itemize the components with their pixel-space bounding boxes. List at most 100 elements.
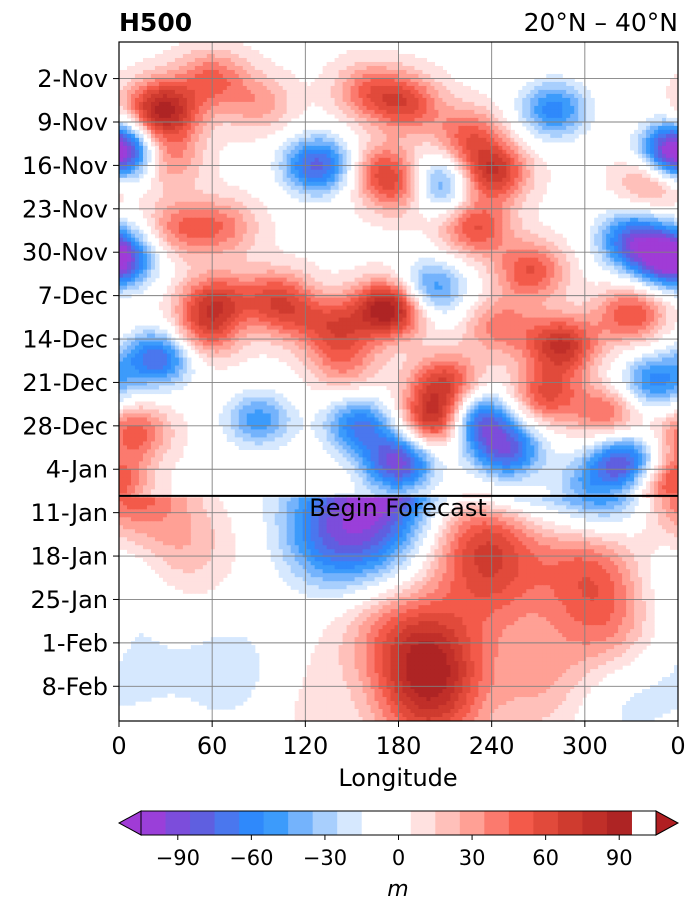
field-cell xyxy=(574,113,579,119)
field-cell xyxy=(406,73,412,79)
field-cell xyxy=(526,181,531,187)
field-cell xyxy=(166,141,172,147)
field-cell xyxy=(438,65,444,71)
field-cell xyxy=(486,145,491,151)
field-cell xyxy=(462,205,467,211)
field-cell xyxy=(502,209,507,215)
field-cell xyxy=(194,137,200,143)
field-cell xyxy=(254,49,260,55)
field-cell xyxy=(466,189,471,195)
field-cell xyxy=(278,181,284,187)
field-cell xyxy=(386,113,392,119)
field-cell xyxy=(142,193,148,199)
field-cell xyxy=(570,129,575,135)
field-cell xyxy=(158,225,164,231)
field-cell xyxy=(638,233,643,239)
field-cell xyxy=(214,57,220,63)
field-cell xyxy=(502,189,507,195)
field-cell xyxy=(214,93,220,99)
field-cell xyxy=(394,53,400,59)
field-cell xyxy=(438,145,444,151)
field-cell xyxy=(598,213,603,219)
field-cell xyxy=(338,81,344,87)
field-cell xyxy=(126,113,132,119)
field-cell xyxy=(166,81,172,87)
field-cell xyxy=(338,109,344,115)
field-cell xyxy=(662,113,667,119)
field-cell xyxy=(398,141,404,147)
field-cell xyxy=(286,69,292,75)
field-cell xyxy=(390,161,396,167)
field-cell xyxy=(234,45,240,51)
field-cell xyxy=(330,89,336,95)
field-cell xyxy=(462,229,467,235)
field-cell xyxy=(610,209,615,215)
field-cell xyxy=(202,97,208,103)
field-cell xyxy=(210,229,216,235)
field-cell xyxy=(214,89,220,95)
field-cell xyxy=(398,217,404,223)
field-cell xyxy=(610,169,615,175)
field-cell xyxy=(314,141,320,147)
field-cell xyxy=(426,61,432,67)
field-cell xyxy=(646,193,651,199)
field-cell xyxy=(210,141,216,147)
field-cell xyxy=(382,221,388,227)
field-cell xyxy=(470,125,475,131)
field-cell xyxy=(398,189,404,195)
field-cell xyxy=(506,129,511,135)
field-cell xyxy=(654,129,659,135)
field-cell xyxy=(510,213,515,219)
field-cell xyxy=(158,213,164,219)
field-cell xyxy=(238,121,244,127)
field-cell xyxy=(322,149,328,155)
field-cell xyxy=(430,69,436,75)
field-cell xyxy=(462,129,467,135)
field-cell xyxy=(602,257,607,263)
field-cell xyxy=(402,53,408,59)
field-cell xyxy=(214,185,220,191)
field-cell xyxy=(642,229,647,235)
field-cell xyxy=(190,245,196,251)
field-cell xyxy=(170,177,176,183)
field-cell xyxy=(170,81,176,87)
field-cell xyxy=(546,233,551,239)
field-cell xyxy=(250,97,256,103)
field-cell xyxy=(186,177,192,183)
field-cell xyxy=(430,89,436,95)
field-cell xyxy=(490,257,495,263)
field-cell xyxy=(326,141,332,147)
field-cell xyxy=(130,161,136,167)
field-cell xyxy=(274,77,280,83)
field-cell xyxy=(134,77,140,83)
field-cell xyxy=(458,117,463,123)
field-cell xyxy=(542,237,547,243)
field-cell xyxy=(370,177,376,183)
field-cell xyxy=(462,113,467,119)
field-cell xyxy=(354,197,360,203)
field-cell xyxy=(214,129,220,135)
field-cell xyxy=(138,93,144,99)
field-cell xyxy=(554,237,559,243)
field-cell xyxy=(414,125,420,131)
field-cell xyxy=(238,201,244,207)
field-cell xyxy=(178,65,184,71)
field-cell xyxy=(654,245,659,251)
field-cell xyxy=(442,117,448,123)
field-cell xyxy=(354,49,360,55)
field-cell xyxy=(374,73,380,79)
field-cell xyxy=(478,125,483,131)
field-cell xyxy=(258,133,264,139)
field-cell xyxy=(334,169,340,175)
field-cell xyxy=(550,257,555,263)
field-cell xyxy=(454,161,459,167)
field-cell xyxy=(542,137,547,143)
field-cell xyxy=(119,77,124,83)
field-cell xyxy=(246,117,252,123)
field-cell xyxy=(290,149,296,155)
field-cell xyxy=(474,257,479,263)
field-cell xyxy=(490,233,495,239)
field-cell xyxy=(142,129,148,135)
field-cell xyxy=(190,137,196,143)
field-cell xyxy=(390,73,396,79)
